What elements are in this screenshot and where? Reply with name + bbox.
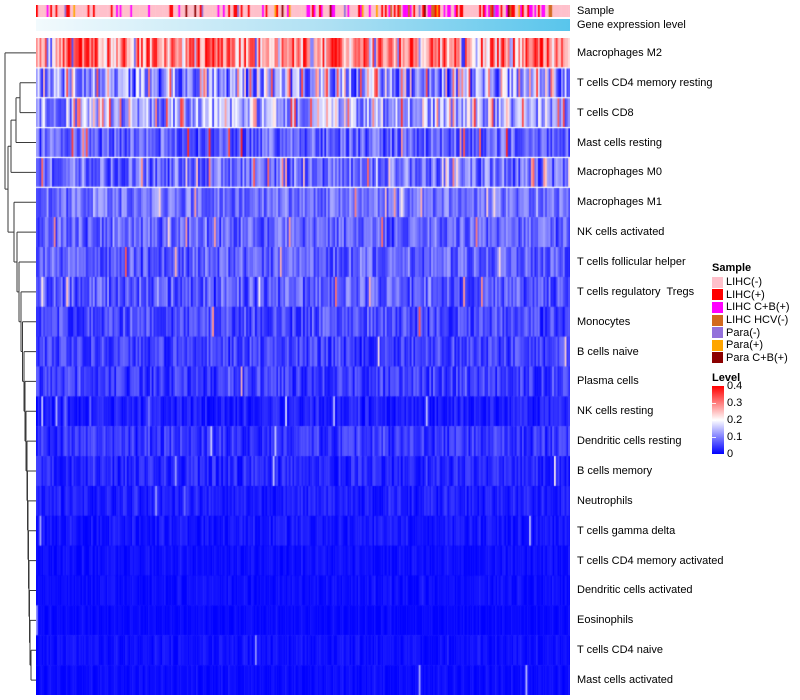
row-dendrogram [4, 52, 36, 681]
row-label: Macrophages M2 [577, 46, 662, 59]
row-label: Macrophages M1 [577, 196, 662, 209]
row-label: Dendritic cells activated [577, 584, 693, 597]
row-label: B cells memory [577, 465, 653, 478]
legend-sample-item: LIHC HCV(-) [712, 314, 800, 327]
legend-item-label: Para(+) [726, 339, 763, 352]
sample-annotation-bar [36, 5, 570, 17]
row-label: Mast cells activated [577, 674, 673, 687]
gene-expression-annotation-bar [36, 19, 570, 31]
row-label: T cells follicular helper [577, 255, 686, 268]
row-label: Macrophages M0 [577, 166, 662, 179]
row-label: T cells CD4 memory resting [577, 76, 713, 89]
legend-level-block: Level 0.4 0.3 0.2 0.1 0 [712, 372, 800, 460]
legend-color-swatch [712, 276, 723, 288]
legend-sample-item: Para(-) [712, 326, 800, 339]
row-label: T cells regulatory Tregs [577, 285, 695, 298]
row-label: NK cells activated [577, 226, 665, 239]
legend-sample-item: LIHC(+) [712, 289, 800, 302]
level-tick-label: 0.3 [727, 397, 743, 410]
legend-color-swatch [712, 352, 723, 364]
heatmap-canvas [36, 38, 570, 695]
gene-expression-annotation-label: Gene expression level [577, 19, 686, 31]
legend-item-label: LIHC(-) [726, 276, 763, 289]
level-tick-dash [712, 454, 716, 456]
level-tick-label: 0.4 [727, 380, 743, 393]
row-label: T cells CD4 naive [577, 644, 663, 657]
level-tick-label: 0.1 [727, 431, 743, 444]
legend-color-swatch [712, 301, 723, 313]
legend-item-label: Para C+B(+) [726, 351, 788, 364]
row-label: T cells CD4 memory activated [577, 554, 724, 567]
legend-sample-item: Para C+B(+) [712, 352, 800, 365]
sample-annotation-label: Sample [577, 5, 615, 17]
legend-color-swatch [712, 289, 723, 301]
legend-color-swatch [712, 314, 723, 326]
row-label: T cells gamma delta [577, 524, 676, 537]
legend-item-label: LIHC C+B(+) [726, 301, 790, 314]
legend-color-swatch [712, 327, 723, 339]
legend-sample-title: Sample [712, 262, 752, 274]
level-tick-dash [712, 437, 716, 439]
legend-item-label: Para(-) [726, 326, 761, 339]
row-label: NK cells resting [577, 405, 654, 418]
level-tick-dash [712, 420, 716, 422]
legend-sample-items: LIHC(-) LIHC(+) LIHC C+B(+) LIHC HCV(-) Para… [712, 276, 800, 364]
legend-item-label: LIHC(+) [726, 288, 765, 301]
row-label: Neutrophils [577, 494, 633, 507]
row-label: B cells naive [577, 345, 639, 358]
level-tick-dash [712, 403, 716, 405]
legend-color-swatch [712, 339, 723, 351]
legend-sample-item: LIHC(-) [712, 276, 800, 289]
row-label: T cells CD8 [577, 106, 634, 119]
dendrogram-lines [4, 52, 36, 681]
level-tick-label: 0.2 [727, 414, 743, 427]
row-label: Dendritic cells resting [577, 435, 682, 448]
row-label: Eosinophils [577, 614, 634, 627]
legend-level-title: Level [712, 372, 741, 385]
legend-sample-item: LIHC C+B(+) [712, 301, 800, 314]
level-colorbar-wrap: 0.4 0.3 0.2 0.1 0 [712, 380, 800, 460]
legend-item-label: LIHC HCV(-) [726, 314, 789, 327]
legend-sample-item: Para(+) [712, 339, 800, 352]
level-tick-label: 0 [727, 448, 734, 461]
row-label: Monocytes [577, 315, 631, 328]
legend: Sample LIHC(-) LIHC(+) LIHC C+B(+) LIHC HCV… [712, 262, 800, 460]
row-label: Mast cells resting [577, 136, 662, 149]
row-label: Plasma cells [577, 375, 639, 388]
